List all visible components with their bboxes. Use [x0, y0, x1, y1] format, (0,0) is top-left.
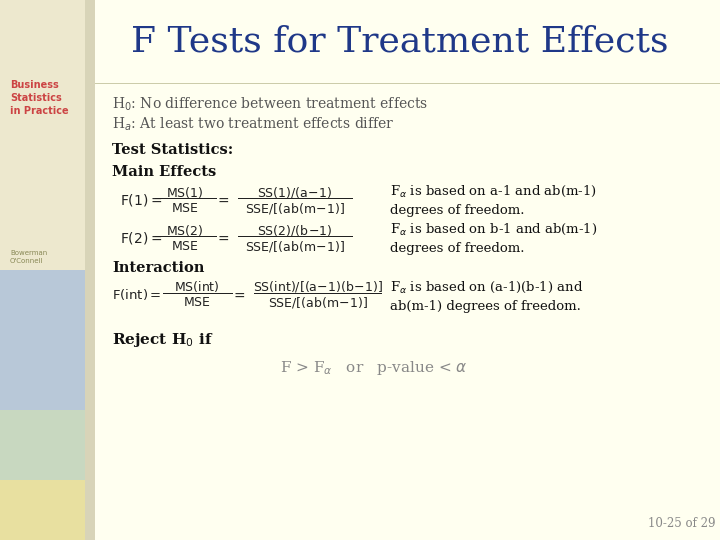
Text: $\mathrm{SS(1)/(a\!-\!1)}$: $\mathrm{SS(1)/(a\!-\!1)}$: [257, 185, 333, 199]
Bar: [163, 293, 233, 294]
Text: Reject H$_0$ if: Reject H$_0$ if: [112, 331, 214, 349]
Text: $\mathrm{F(int)=}$: $\mathrm{F(int)=}$: [112, 287, 161, 302]
Bar: [238, 198, 353, 199]
Text: Test Statistics:: Test Statistics:: [112, 143, 233, 157]
Text: $=$: $=$: [215, 193, 230, 207]
Text: $\mathrm{MS(1)}$: $\mathrm{MS(1)}$: [166, 185, 204, 199]
Text: $\mathrm{SSE/[(ab(m\!-\!1)]}$: $\mathrm{SSE/[(ab(m\!-\!1)]}$: [268, 295, 368, 310]
Text: F$_{\alpha}$ is based on a-1 and ab(m-1)
degrees of freedom.: F$_{\alpha}$ is based on a-1 and ab(m-1)…: [390, 184, 597, 217]
Bar: [238, 236, 353, 237]
Text: $\mathrm{MSE}$: $\mathrm{MSE}$: [171, 201, 199, 214]
Text: $\mathrm{MS(int)}$: $\mathrm{MS(int)}$: [174, 280, 220, 294]
Text: H$_0$: No difference between treatment effects: H$_0$: No difference between treatment e…: [112, 95, 428, 113]
Text: Interaction: Interaction: [112, 261, 204, 275]
Text: F Tests for Treatment Effects: F Tests for Treatment Effects: [131, 25, 669, 59]
Text: $\mathrm{F(2)=}$: $\mathrm{F(2)=}$: [120, 230, 163, 246]
Text: $\mathrm{MS(2)}$: $\mathrm{MS(2)}$: [166, 222, 204, 238]
Text: F > F$_{\alpha}$   or   p-value < $\alpha$: F > F$_{\alpha}$ or p-value < $\alpha$: [280, 359, 467, 377]
Bar: [155, 198, 217, 199]
Bar: [0, 480, 85, 540]
Text: $\mathrm{MSE}$: $\mathrm{MSE}$: [171, 240, 199, 253]
Text: F$_{\alpha}$ is based on b-1 and ab(m-1)
degrees of freedom.: F$_{\alpha}$ is based on b-1 and ab(m-1)…: [390, 221, 598, 254]
Text: Main Effects: Main Effects: [112, 165, 216, 179]
Bar: [254, 293, 382, 294]
Text: $\mathrm{SSE/[(ab(m\!-\!1)]}$: $\mathrm{SSE/[(ab(m\!-\!1)]}$: [245, 200, 345, 215]
Text: H$_a$: At least two treatment effects differ: H$_a$: At least two treatment effects di…: [112, 116, 395, 133]
Text: $\mathrm{F(1)=}$: $\mathrm{F(1)=}$: [120, 192, 163, 208]
Bar: [0, 270, 85, 410]
Text: Bowerman
O'Connell: Bowerman O'Connell: [10, 250, 48, 264]
Text: Business
Statistics
in Practice: Business Statistics in Practice: [10, 80, 68, 117]
Text: $\mathrm{SSE/[(ab(m\!-\!1)]}$: $\mathrm{SSE/[(ab(m\!-\!1)]}$: [245, 239, 345, 253]
Text: $\mathrm{SS(2)/(b\!-\!1)}$: $\mathrm{SS(2)/(b\!-\!1)}$: [257, 222, 333, 238]
Bar: [95, 0, 720, 540]
Bar: [0, 0, 85, 270]
Bar: [85, 0, 95, 540]
Text: $=$: $=$: [215, 231, 230, 245]
Text: 10-25 of 29: 10-25 of 29: [647, 517, 715, 530]
Text: $\mathrm{MSE}$: $\mathrm{MSE}$: [183, 296, 211, 309]
Text: F$_{\alpha}$ is based on (a-1)(b-1) and
ab(m-1) degrees of freedom.: F$_{\alpha}$ is based on (a-1)(b-1) and …: [390, 279, 583, 313]
Bar: [155, 236, 217, 237]
Text: $\mathrm{SS(int)/[(a\!-\!1)(b\!-\!1)]}$: $\mathrm{SS(int)/[(a\!-\!1)(b\!-\!1)]}$: [253, 280, 383, 294]
Bar: [95, 83, 720, 84]
Text: $=$: $=$: [230, 288, 246, 302]
Bar: [0, 410, 85, 480]
